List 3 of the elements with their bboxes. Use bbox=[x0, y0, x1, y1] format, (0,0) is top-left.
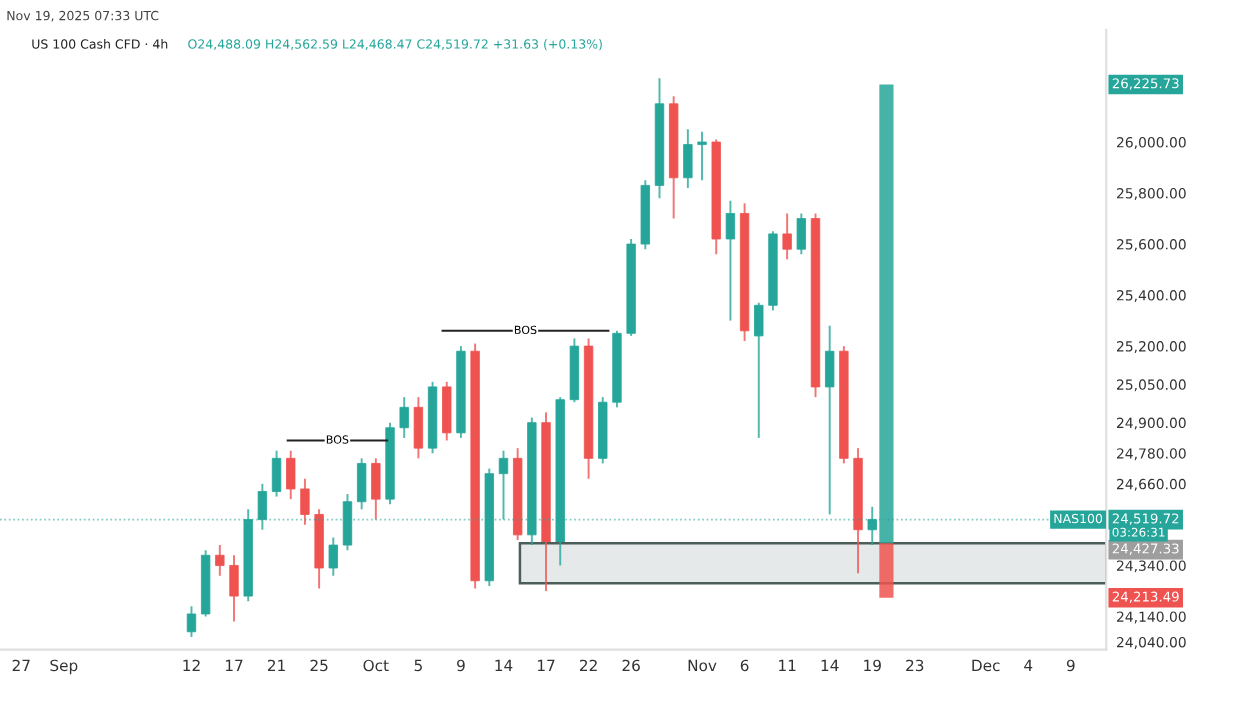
candlestick bbox=[328, 536, 338, 577]
candlestick bbox=[782, 212, 792, 261]
candlestick bbox=[697, 130, 707, 182]
